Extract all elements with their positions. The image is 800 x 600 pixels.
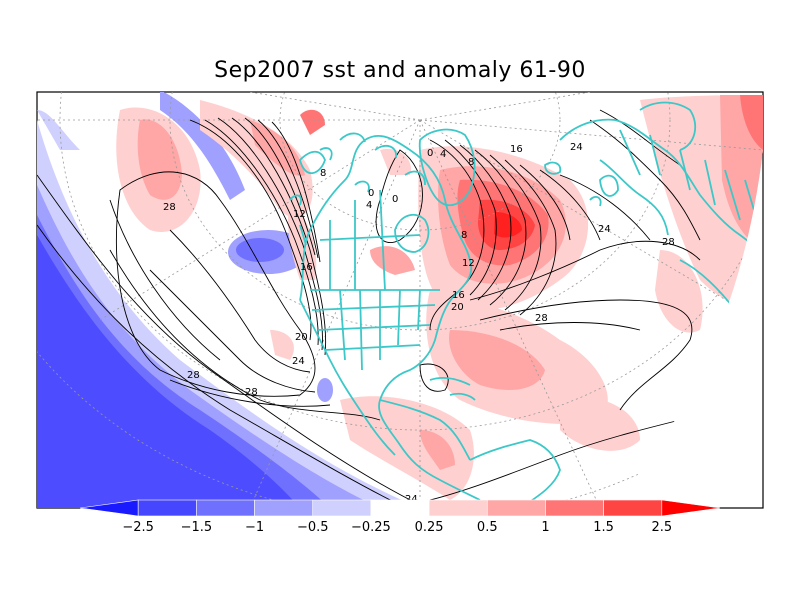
contour-label: 4 bbox=[440, 149, 446, 160]
colorbar-swatch bbox=[137, 499, 197, 517]
colorbar-swatch bbox=[196, 499, 255, 517]
colorbar-swatch bbox=[370, 499, 430, 517]
contour-label: 20 bbox=[451, 302, 464, 313]
sst-contours bbox=[37, 109, 701, 506]
contour-label: 20 bbox=[295, 332, 308, 343]
colorbar-swatch bbox=[254, 499, 314, 517]
colorbar-tick-label: −2.5 bbox=[122, 520, 154, 535]
contour-label: 28 bbox=[163, 202, 176, 213]
colorbar-tick-label: 1.5 bbox=[593, 520, 614, 535]
contour-label: 28 bbox=[187, 370, 200, 381]
colorbar: −2.5 −1.5 −1 −0.5 −0.25 0.25 0.5 1 1.5 2.5 bbox=[79, 499, 721, 535]
contour-label: 4 bbox=[366, 200, 372, 211]
contour-label: 16 bbox=[452, 290, 465, 301]
colorbar-swatch bbox=[428, 499, 488, 517]
colorbar-tick-label: 0.25 bbox=[415, 520, 444, 535]
contour-label: 24 bbox=[405, 494, 418, 505]
colorbar-swatch bbox=[312, 499, 372, 517]
colorbar-swatch bbox=[603, 499, 663, 517]
colorbar-tick-label: −0.5 bbox=[297, 520, 329, 535]
contour-label: 12 bbox=[462, 258, 475, 269]
colorbar-tick-label: 2.5 bbox=[651, 520, 672, 535]
contour-label: 24 bbox=[292, 356, 305, 367]
contour-label: 28 bbox=[535, 313, 548, 324]
contour-label: 28 bbox=[662, 237, 675, 248]
contour-label: 28 bbox=[245, 387, 258, 398]
colorbar-tick-label: −1.5 bbox=[181, 520, 213, 535]
contour-label: 24 bbox=[570, 142, 583, 153]
coastlines bbox=[289, 101, 763, 506]
colorbar-tick-label: 1 bbox=[541, 520, 549, 535]
contour-label: 0 bbox=[368, 188, 374, 199]
map-layers bbox=[37, 92, 763, 508]
contour-label: 16 bbox=[510, 144, 523, 155]
colorbar-tick-label: 0.5 bbox=[477, 520, 498, 535]
contour-labels: 28 12 16 20 24 28 28 24 8 0 4 0 0 4 8 16… bbox=[163, 142, 675, 505]
colorbar-swatch bbox=[486, 499, 546, 517]
colorbar-tick-label: −1 bbox=[245, 520, 264, 535]
colorbar-swatch bbox=[545, 499, 604, 517]
contour-label: 12 bbox=[293, 209, 306, 220]
contour-label: 8 bbox=[468, 157, 474, 168]
colorbar-swatch bbox=[661, 499, 721, 517]
contour-label: 16 bbox=[300, 262, 313, 273]
contour-label: 24 bbox=[598, 224, 611, 235]
colorbar-tick-label: −0.25 bbox=[351, 520, 391, 535]
contour-label: 0 bbox=[392, 194, 398, 205]
contour-label: 8 bbox=[461, 230, 467, 241]
graticule bbox=[37, 92, 763, 508]
contour-label: 0 bbox=[427, 148, 433, 159]
contour-label: 8 bbox=[320, 168, 326, 179]
map-title: Sep2007 sst and anomaly 61-90 bbox=[214, 58, 586, 83]
